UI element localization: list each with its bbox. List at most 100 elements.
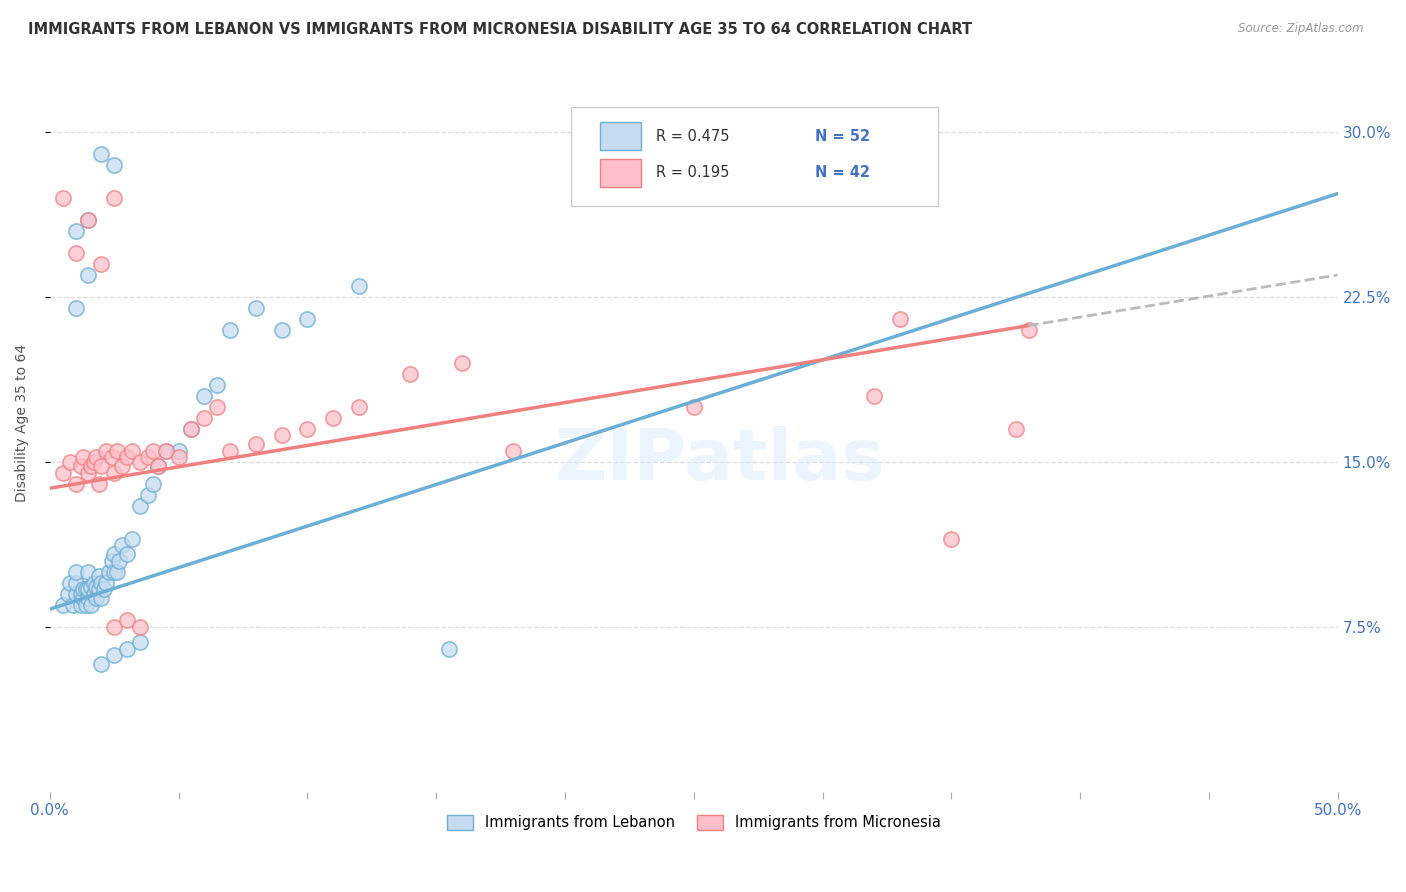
- Point: [111, 538, 134, 552]
- Text: N = 42: N = 42: [815, 166, 870, 180]
- Point: [146, 459, 169, 474]
- Point: [941, 532, 963, 546]
- Point: [193, 389, 215, 403]
- Point: [111, 459, 134, 474]
- Point: [155, 443, 177, 458]
- Point: [80, 459, 103, 474]
- Point: [245, 301, 267, 315]
- Point: [77, 565, 100, 579]
- Point: [84, 450, 107, 465]
- Point: [90, 657, 112, 672]
- Point: [115, 450, 138, 465]
- Text: Source: ZipAtlas.com: Source: ZipAtlas.com: [1239, 22, 1364, 36]
- Point: [62, 598, 84, 612]
- Point: [207, 378, 229, 392]
- Point: [136, 488, 159, 502]
- Point: [297, 312, 319, 326]
- Point: [863, 389, 886, 403]
- Point: [180, 422, 202, 436]
- Point: [142, 443, 165, 458]
- Point: [682, 400, 704, 414]
- Point: [129, 499, 152, 513]
- Point: [103, 466, 125, 480]
- FancyBboxPatch shape: [600, 122, 641, 150]
- Point: [103, 158, 125, 172]
- Point: [219, 323, 242, 337]
- Point: [121, 443, 143, 458]
- Text: IMMIGRANTS FROM LEBANON VS IMMIGRANTS FROM MICRONESIA DISABILITY AGE 35 TO 64 CO: IMMIGRANTS FROM LEBANON VS IMMIGRANTS FR…: [28, 22, 972, 37]
- Point: [84, 580, 107, 594]
- Point: [77, 213, 100, 227]
- Text: ZIPatlas: ZIPatlas: [554, 425, 884, 495]
- Point: [502, 443, 524, 458]
- Point: [80, 598, 103, 612]
- Point: [77, 466, 100, 480]
- Point: [83, 575, 105, 590]
- Point: [270, 428, 292, 442]
- Point: [297, 422, 319, 436]
- Point: [90, 575, 112, 590]
- Point: [207, 400, 229, 414]
- Point: [136, 450, 159, 465]
- Text: R = 0.195: R = 0.195: [657, 166, 730, 180]
- Point: [77, 582, 100, 597]
- Point: [72, 582, 94, 597]
- Point: [167, 443, 190, 458]
- Point: [193, 410, 215, 425]
- Point: [219, 443, 242, 458]
- Point: [146, 459, 169, 474]
- Point: [90, 591, 112, 606]
- Point: [65, 224, 87, 238]
- Point: [115, 613, 138, 627]
- Point: [65, 246, 87, 260]
- Point: [103, 565, 125, 579]
- Point: [129, 635, 152, 649]
- Point: [77, 213, 100, 227]
- Point: [69, 587, 91, 601]
- Point: [87, 569, 110, 583]
- Point: [129, 620, 152, 634]
- Point: [83, 455, 105, 469]
- Point: [98, 565, 121, 579]
- Y-axis label: Disability Age 35 to 64: Disability Age 35 to 64: [15, 344, 30, 502]
- Legend: Immigrants from Lebanon, Immigrants from Micronesia: Immigrants from Lebanon, Immigrants from…: [441, 809, 946, 836]
- Point: [108, 554, 131, 568]
- Point: [77, 268, 100, 282]
- Point: [65, 575, 87, 590]
- Point: [399, 367, 422, 381]
- Point: [93, 582, 115, 597]
- Point: [103, 191, 125, 205]
- Point: [56, 587, 79, 601]
- Point: [83, 587, 105, 601]
- Point: [84, 591, 107, 606]
- Point: [347, 400, 370, 414]
- Point: [115, 641, 138, 656]
- Point: [1004, 422, 1026, 436]
- Point: [87, 582, 110, 597]
- Point: [100, 450, 122, 465]
- Point: [121, 532, 143, 546]
- FancyBboxPatch shape: [571, 107, 938, 206]
- Point: [90, 257, 112, 271]
- Point: [72, 591, 94, 606]
- Point: [245, 437, 267, 451]
- Point: [69, 598, 91, 612]
- Text: R = 0.475: R = 0.475: [657, 128, 730, 144]
- Point: [90, 147, 112, 161]
- Point: [115, 547, 138, 561]
- Point: [103, 648, 125, 663]
- Point: [59, 455, 82, 469]
- Point: [65, 476, 87, 491]
- Point: [451, 356, 474, 370]
- Point: [87, 476, 110, 491]
- Point: [75, 598, 97, 612]
- Point: [96, 575, 118, 590]
- Point: [77, 591, 100, 606]
- Point: [142, 476, 165, 491]
- Point: [180, 422, 202, 436]
- Point: [270, 323, 292, 337]
- Point: [347, 279, 370, 293]
- Point: [65, 565, 87, 579]
- Point: [100, 554, 122, 568]
- Point: [80, 580, 103, 594]
